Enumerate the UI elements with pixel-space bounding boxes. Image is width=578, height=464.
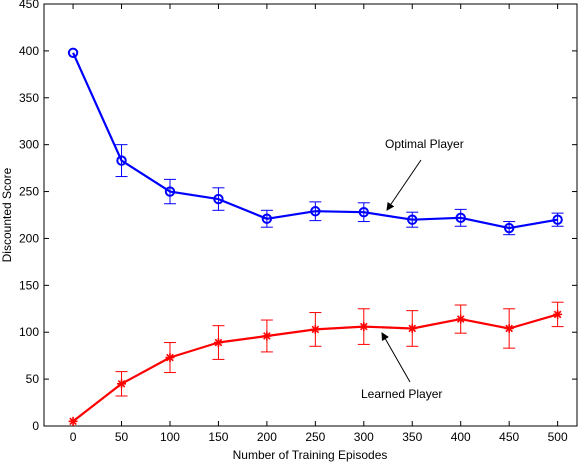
x-tick-label: 200 <box>257 430 277 444</box>
data-point-stroke <box>359 322 368 331</box>
data-point <box>213 338 223 348</box>
x-tick-label: 0 <box>70 430 77 444</box>
data-point <box>164 186 176 197</box>
data-point-stroke <box>505 324 513 333</box>
data-point <box>117 379 127 389</box>
x-tick-label: 450 <box>499 430 519 444</box>
x-tick: 200 <box>257 4 277 444</box>
data-point-stroke <box>553 310 562 319</box>
learned-player-series <box>68 301 564 426</box>
optimal-player-series <box>67 47 564 236</box>
y-tick-label: 450 <box>19 0 39 11</box>
x-tick: 300 <box>354 4 374 444</box>
data-point-stroke <box>456 315 465 323</box>
data-point-stroke <box>311 325 320 334</box>
x-tick: 50 <box>115 4 129 444</box>
learned-player-annotation: Learned Player <box>361 387 442 401</box>
x-tick: 450 <box>499 4 519 444</box>
optimal-player-annotation-arrow <box>386 159 422 211</box>
data-point-stroke <box>408 324 417 333</box>
x-tick-label: 250 <box>305 430 325 444</box>
data-point <box>213 193 224 205</box>
y-tick: 450 <box>19 0 577 11</box>
data-point <box>116 155 127 166</box>
y-tick: 0 <box>32 419 577 433</box>
data-point-stroke <box>166 353 174 362</box>
data-point <box>165 353 175 363</box>
data-point <box>407 323 417 333</box>
x-tick: 100 <box>160 4 180 444</box>
y-tick-label: 100 <box>19 325 39 339</box>
y-tick: 350 <box>19 91 577 105</box>
y-tick-label: 50 <box>26 372 40 386</box>
x-tick: 400 <box>451 4 471 444</box>
y-axis-label: Discounted Score <box>0 167 14 262</box>
x-axis-ticks: 0 50 100 150 200 250 300 350 400 450 500 <box>70 4 568 444</box>
data-point <box>504 323 514 333</box>
x-tick-label: 350 <box>402 430 422 444</box>
data-point <box>359 322 369 332</box>
data-point-stroke <box>69 417 77 426</box>
y-tick: 150 <box>19 278 577 292</box>
x-tick-label: 500 <box>548 430 568 444</box>
data-point-stroke <box>263 332 271 340</box>
data-point-stroke <box>117 379 126 388</box>
series-layer <box>67 47 564 426</box>
x-tick-label: 300 <box>354 430 374 444</box>
x-tick: 250 <box>305 4 326 444</box>
data-point <box>553 309 563 319</box>
y-tick: 250 <box>19 185 577 199</box>
data-point <box>503 222 515 234</box>
data-point <box>552 214 563 225</box>
data-point <box>310 324 320 334</box>
x-tick-label: 50 <box>115 430 129 444</box>
y-tick: 100 <box>19 325 577 339</box>
data-point <box>68 416 78 426</box>
y-tick: 50 <box>26 372 577 386</box>
data-point <box>261 213 273 224</box>
x-tick-label: 150 <box>208 430 228 444</box>
learned-player-annotation-arrow <box>381 332 411 383</box>
x-tick-label: 100 <box>160 430 180 444</box>
y-tick-label: 300 <box>19 138 39 152</box>
data-point <box>407 214 418 225</box>
y-tick-label: 250 <box>19 185 39 199</box>
plot-frame <box>43 3 578 427</box>
y-tick: 400 <box>19 44 577 58</box>
y-tick-label: 0 <box>32 419 39 433</box>
x-tick-label: 400 <box>451 430 471 444</box>
y-tick: 200 <box>19 231 577 245</box>
y-axis-ticks: 0 50 100 150 200 250 300 350 400 450 <box>19 0 577 433</box>
optimal-player-annotation: Optimal Player <box>385 137 464 151</box>
y-tick-label: 400 <box>19 44 39 58</box>
optimal-player-line <box>72 52 558 230</box>
data-point <box>310 206 321 217</box>
data-point-stroke <box>214 338 223 347</box>
data-point <box>455 212 466 224</box>
y-tick: 300 <box>19 138 577 152</box>
data-point <box>358 206 369 218</box>
y-tick-label: 150 <box>19 278 39 292</box>
x-tick: 150 <box>208 4 229 444</box>
data-point <box>262 331 272 341</box>
x-tick: 350 <box>402 4 423 444</box>
x-axis-label: Number of Training Episodes <box>233 448 388 462</box>
x-tick: 500 <box>548 4 568 444</box>
y-tick-label: 350 <box>19 91 39 105</box>
y-tick-label: 200 <box>19 231 39 245</box>
data-point <box>67 47 79 58</box>
data-point <box>456 314 466 324</box>
